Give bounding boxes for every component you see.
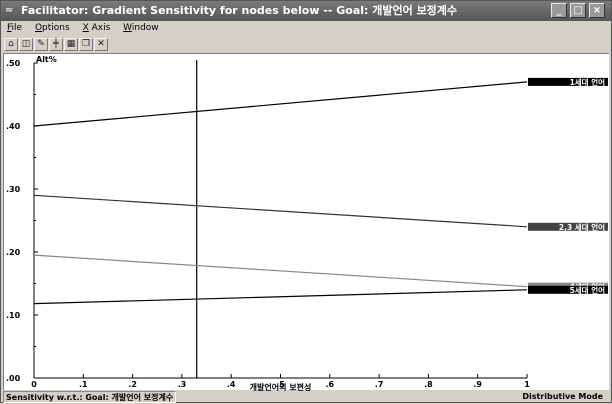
status-sensitivity: Sensitivity w.r.t.: Goal: 개발언어 보정계수 [3,391,177,403]
plot-area[interactable]: .00 .10 .20 .30 .40 .50 0 .1 .2 .3 .4 .5 .6 .7 .8 .9 1 Al… [3,53,610,391]
series-label-bg [528,77,608,86]
y-axis-label: Alt% [36,55,57,64]
x-tick-label: .2 [128,380,137,389]
series-line [33,81,528,127]
app-icon: ≈ [5,5,14,16]
series-line [33,289,528,305]
home-icon[interactable]: ⌂ [4,38,18,51]
series-line [33,194,528,228]
toolbar: ⌂ ◫ ✎ ╪ ▦ ❐ ✕ [1,36,611,53]
series-label-bg [528,285,608,294]
copy-icon[interactable]: ❐ [79,38,93,51]
x-tick-label: .5 [276,380,285,389]
y-tick-label: .50 [6,59,21,68]
series-label-bg [528,222,608,231]
series-label: 2,3 세대 언어 [559,222,605,232]
x-tick-label: 0 [31,380,37,389]
status-bar: Sensitivity w.r.t.: Goal: 개발언어 보정계수 Dist… [1,391,611,403]
x-tick-label: .9 [473,380,482,389]
x-tick-label: .4 [227,380,236,389]
menu-options[interactable]: Options [34,23,70,33]
edit-icon[interactable]: ✎ [34,38,48,51]
series-label: 1세대 언어 [570,77,606,87]
x-tick-label: 1 [524,380,530,389]
x-tick-label: .6 [325,380,334,389]
x-tick-label: .8 [424,380,433,389]
open-icon[interactable]: ◫ [19,38,33,51]
y-tick-label: .30 [6,185,21,194]
table-icon[interactable]: ▦ [64,38,78,51]
title-bar[interactable]: ≈ Facilitator: Gradient Sensitivity for … [1,1,611,21]
window-title: Facilitator: Gradient Sensitivity for no… [21,4,458,17]
y-tick-label: .00 [6,374,21,383]
menu-x-axis[interactable]: X Axis [82,23,111,33]
series-line [33,254,528,288]
chart-icon[interactable]: ╪ [49,38,63,51]
maximize-button[interactable]: □ [570,3,586,18]
x-axis-label: 개발언어의 보편성 [250,382,312,391]
series-label: 5세대 언어 [570,285,606,295]
x-tick-label: .3 [178,380,187,389]
sensitivity-chart[interactable]: .00 .10 .20 .30 .40 .50 0 .1 .2 .3 .4 .5 .6 .7 .8 .9 1 Al… [4,54,610,391]
menu-file[interactable]: File [7,23,23,33]
close-icon[interactable]: ✕ [94,38,108,51]
y-tick-label: .20 [6,248,21,257]
y-tick-label: .40 [6,122,21,131]
y-tick-label: .10 [6,311,21,320]
x-tick-label: .1 [79,380,88,389]
x-tick-label: .7 [375,380,384,389]
menu-window[interactable]: Window [123,23,159,33]
status-mode: Distributive Mode [522,392,603,401]
minimize-button[interactable]: _ [551,3,567,18]
menu-bar: File Options X Axis Window [1,21,611,36]
close-button[interactable]: × [589,3,605,18]
